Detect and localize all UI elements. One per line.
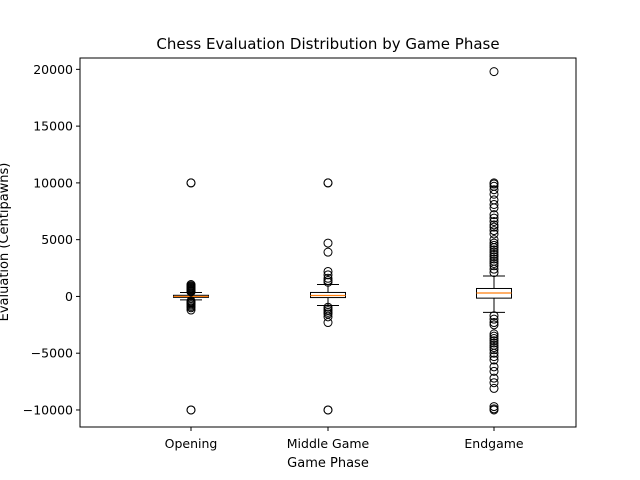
outlier-point <box>489 343 499 353</box>
outlier-point <box>489 220 499 230</box>
outlier-point <box>489 240 499 250</box>
plot-area <box>173 67 512 415</box>
outlier-point <box>323 277 333 287</box>
y-tick-label: 20000 <box>33 62 73 77</box>
outlier-point <box>489 333 499 343</box>
y-axis-label: Evaluation (Centipawns) <box>0 163 12 322</box>
outlier-point <box>489 314 499 324</box>
outlier-point <box>489 210 499 220</box>
outlier-point <box>489 362 499 372</box>
x-tick-label: Opening <box>165 436 218 451</box>
outlier-point <box>323 238 333 248</box>
outlier-point <box>489 238 499 248</box>
outlier-point <box>489 213 499 223</box>
outlier-point <box>186 287 196 297</box>
outlier-point <box>489 189 499 199</box>
outlier-point <box>323 273 333 283</box>
y-axis: −10000 −5000 0 5000 10000 15000 20000 <box>23 62 80 417</box>
outlier-point <box>489 243 499 253</box>
outlier-point <box>489 185 499 195</box>
outlier-point <box>489 179 499 189</box>
outlier-point <box>489 245 499 255</box>
outlier-point <box>489 345 499 355</box>
y-tick-label: 0 <box>65 289 73 304</box>
outlier-point <box>489 254 499 264</box>
outlier-point <box>186 303 196 313</box>
outlier-point <box>323 405 333 415</box>
outlier-point <box>323 309 333 319</box>
outlier-point <box>489 329 499 339</box>
outlier-point <box>489 229 499 239</box>
outlier-point <box>489 336 499 346</box>
outlier-point <box>489 203 499 213</box>
outlier-point <box>489 311 499 321</box>
outlier-point <box>489 352 499 362</box>
outlier-point <box>489 199 499 209</box>
outlier-point <box>323 312 333 322</box>
chart-title: Chess Evaluation Distribution by Game Ph… <box>156 35 499 53</box>
outlier-point <box>489 331 499 341</box>
x-axis-label: Game Phase <box>287 456 369 471</box>
outlier-point <box>489 318 499 328</box>
x-axis: Opening Middle Game Endgame <box>165 427 524 451</box>
outlier-point <box>489 405 499 415</box>
y-tick-label: 5000 <box>41 232 73 247</box>
outlier-point <box>323 178 333 188</box>
outlier-point <box>489 67 499 77</box>
outlier-point <box>489 249 499 259</box>
outlier-point <box>489 338 499 348</box>
box-middle-game <box>310 178 346 415</box>
outlier-point <box>489 366 499 376</box>
outlier-point <box>489 247 499 257</box>
outlier-point <box>186 405 196 415</box>
y-tick-label: 10000 <box>33 175 73 190</box>
outlier-point <box>489 259 499 269</box>
outlier-point <box>489 383 499 393</box>
outlier-point <box>489 195 499 205</box>
outlier-point <box>186 178 196 188</box>
outlier-point <box>489 261 499 271</box>
box-endgame <box>476 67 512 415</box>
outlier-point <box>489 264 499 274</box>
outlier-point <box>489 216 499 226</box>
outlier-point <box>489 348 499 358</box>
box-opening <box>173 178 209 415</box>
x-tick-label: Middle Game <box>287 436 370 451</box>
outlier-point <box>489 252 499 262</box>
y-tick-label: −5000 <box>31 346 73 361</box>
outlier-point <box>489 402 499 412</box>
outlier-point <box>323 270 333 280</box>
outlier-point <box>489 268 499 278</box>
outlier-point <box>489 378 499 388</box>
outlier-point <box>323 266 333 276</box>
outlier-point <box>323 247 333 257</box>
x-tick-label: Endgame <box>464 436 524 451</box>
outlier-point <box>323 318 333 328</box>
y-tick-label: 15000 <box>33 119 73 134</box>
y-tick-label: −10000 <box>23 402 73 417</box>
outlier-point <box>489 373 499 383</box>
outlier-point <box>489 320 499 330</box>
outlier-point <box>186 305 196 315</box>
outlier-point <box>489 226 499 236</box>
outlier-point <box>489 222 499 232</box>
plot-frame <box>79 57 577 428</box>
outlier-point <box>489 355 499 365</box>
